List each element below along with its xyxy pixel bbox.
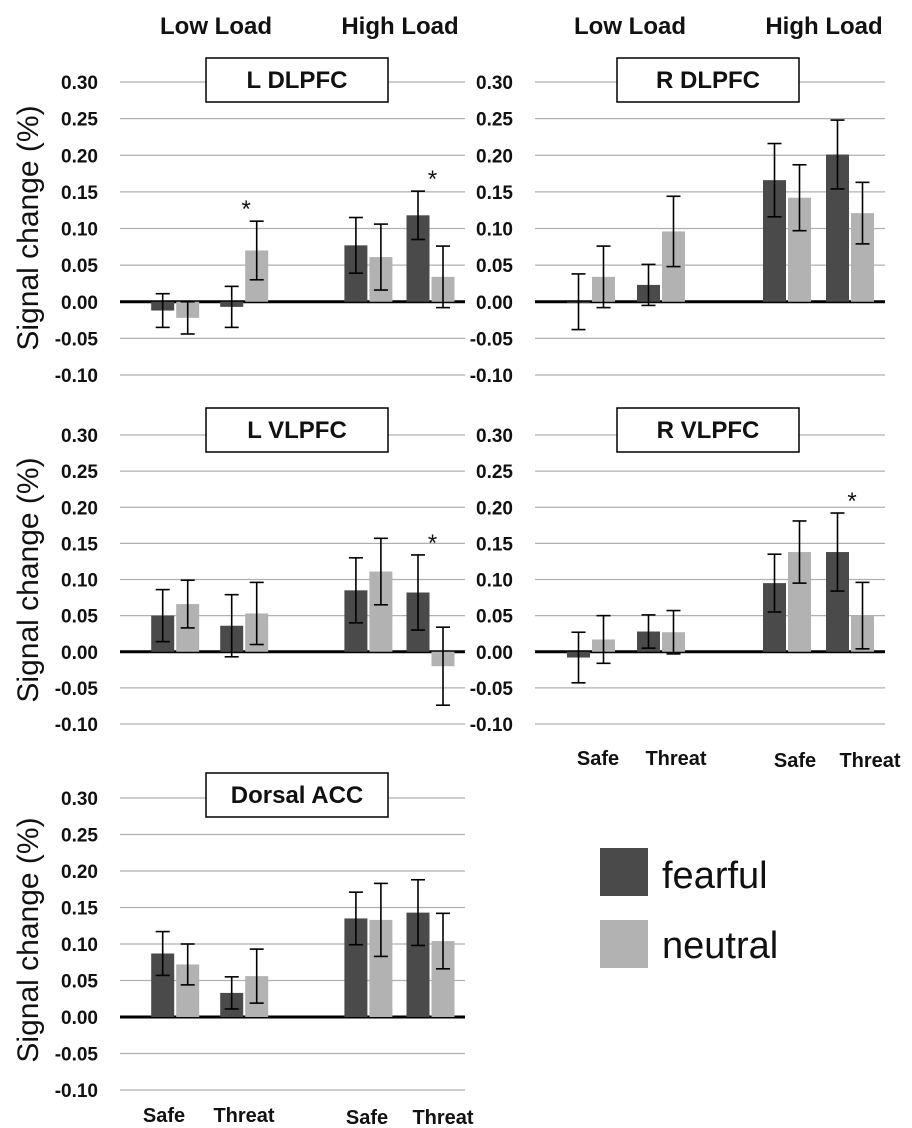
panel-title-box: [205, 772, 389, 818]
header-high-load-left: High Load: [341, 13, 458, 40]
y-tick-label: -0.05: [470, 329, 514, 350]
header-low-load-right: Low Load: [574, 13, 686, 40]
bar-neutral: [851, 213, 874, 302]
y-tick-label: 0.10: [61, 220, 98, 241]
panel-title: Dorsal ACC: [231, 782, 363, 809]
y-tick-label: 0.20: [61, 862, 98, 883]
y-tick-label: 0.00: [476, 293, 513, 314]
y-tick-label: 0.20: [61, 146, 98, 167]
y-tick-label: 0.15: [476, 534, 513, 555]
bar-fearful: [151, 953, 175, 1017]
category-label-threat-low-right: Threat: [645, 748, 706, 770]
category-label-safe-low-left: Safe: [143, 1105, 185, 1127]
significance-star: *: [428, 530, 437, 557]
y-tick-label: 0.20: [61, 498, 98, 519]
y-tick-label: 0.30: [61, 73, 98, 94]
y-axis-label-row3: Signal change (%): [12, 817, 45, 1062]
y-tick-label: -0.05: [55, 679, 99, 700]
y-tick-label: 0.20: [476, 498, 513, 519]
category-label-threat-high-left: Threat: [412, 1107, 473, 1128]
y-tick-label: 0.15: [61, 899, 98, 920]
y-tick-label: 0.25: [61, 110, 98, 131]
panel-title: L VLPFC: [247, 417, 347, 444]
y-tick-label: 0.30: [476, 426, 513, 447]
y-tick-label: 0.05: [476, 607, 513, 628]
bar-neutral: [176, 964, 200, 1017]
y-tick-label: -0.10: [470, 366, 513, 387]
y-tick-label: -0.05: [55, 1045, 99, 1066]
y-tick-label: 0.25: [476, 462, 513, 483]
panel-title-box: [205, 407, 389, 453]
panel-title-box: [616, 57, 800, 103]
y-tick-label: -0.10: [55, 715, 98, 736]
y-tick-label: 0.20: [476, 146, 513, 167]
legend-swatch-neutral: [600, 920, 648, 968]
header-low-load-left: Low Load: [160, 13, 272, 40]
bar-fearful: [826, 552, 849, 652]
y-tick-label: 0.05: [476, 256, 513, 277]
y-tick-label: 0.00: [476, 643, 513, 664]
bar-fearful: [406, 912, 430, 1017]
bar-fearful: [763, 583, 786, 652]
category-label-safe-high-right: Safe: [774, 750, 816, 772]
legend-label-fearful: fearful: [662, 855, 768, 897]
y-tick-label: 0.00: [61, 293, 98, 314]
y-tick-label: -0.10: [55, 1081, 98, 1102]
bar-fearful: [344, 918, 368, 1017]
y-tick-label: -0.05: [55, 329, 99, 350]
y-tick-label: 0.05: [61, 972, 98, 993]
y-tick-label: 0.05: [61, 607, 98, 628]
y-tick-label: 0.25: [61, 462, 98, 483]
significance-star: *: [242, 196, 251, 223]
header-high-load-right: High Load: [765, 13, 882, 40]
panel-title: R DLPFC: [656, 67, 760, 94]
bar-neutral: [369, 919, 393, 1017]
panel-title: R VLPFC: [657, 417, 760, 444]
significance-star: *: [847, 488, 856, 515]
y-tick-label: 0.25: [476, 110, 513, 131]
y-tick-label: 0.30: [476, 73, 513, 94]
y-tick-label: 0.15: [61, 183, 98, 204]
y-tick-label: 0.10: [476, 571, 513, 592]
y-tick-label: 0.30: [61, 789, 98, 810]
y-tick-label: 0.25: [61, 826, 98, 847]
y-tick-label: 0.30: [61, 426, 98, 447]
panel-title: L DLPFC: [247, 67, 348, 94]
y-axis-label-row1: Signal change (%): [12, 105, 45, 350]
y-tick-label: 0.15: [61, 534, 98, 555]
significance-star: *: [428, 166, 437, 193]
category-label-threat-low-left: Threat: [213, 1105, 274, 1127]
bar-fearful: [763, 180, 786, 302]
bar-neutral: [788, 552, 811, 652]
bar-neutral: [788, 197, 811, 302]
y-tick-label: 0.15: [476, 183, 513, 204]
y-tick-label: 0.05: [61, 256, 98, 277]
y-tick-label: -0.10: [55, 366, 98, 387]
y-axis-label-row2: Signal change (%): [12, 457, 45, 702]
y-tick-label: 0.00: [61, 1008, 98, 1029]
bar-neutral: [431, 941, 455, 1017]
y-tick-label: 0.10: [476, 220, 513, 241]
y-tick-label: 0.10: [61, 571, 98, 592]
category-label-safe-high-left: Safe: [346, 1107, 388, 1128]
category-label-threat-high-right: Threat: [839, 750, 900, 772]
legend-label-neutral: neutral: [662, 925, 778, 967]
bar-fearful: [826, 154, 849, 302]
panel-title-box: [616, 407, 800, 453]
bar-fearful: [406, 215, 430, 302]
bar-neutral: [369, 571, 393, 652]
panel-title-box: [205, 57, 389, 103]
y-tick-label: 0.00: [61, 643, 98, 664]
category-label-safe-low-right: Safe: [577, 748, 619, 770]
y-tick-label: -0.05: [470, 679, 514, 700]
y-tick-label: 0.10: [61, 935, 98, 956]
legend-swatch-fearful: [600, 848, 648, 896]
y-tick-label: -0.10: [470, 715, 513, 736]
